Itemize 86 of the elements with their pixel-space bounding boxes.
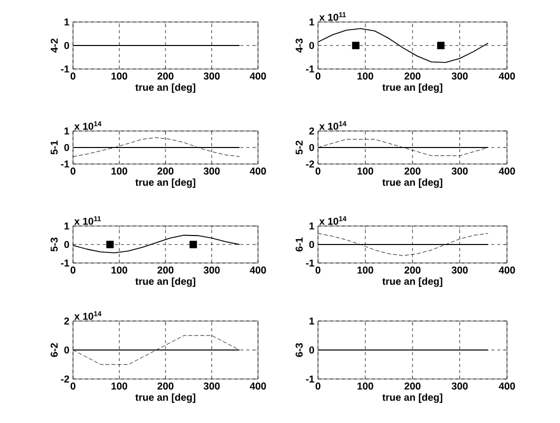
- y-tick-label: 0: [309, 42, 314, 50]
- x-axis-title: true an [deg]: [135, 83, 196, 93]
- x-tick-label: 0: [316, 266, 320, 274]
- text: x 10$^{14}$: [74, 311, 102, 320]
- y-tick-label: -2: [306, 160, 314, 168]
- x-axis-title: true an [deg]: [135, 178, 196, 188]
- y-tick-label: -1: [306, 376, 314, 382]
- y-tick-label: -1: [60, 260, 70, 266]
- x-axis-title: true an [deg]: [382, 393, 442, 403]
- y-tick-label: 1: [64, 128, 70, 134]
- y-tick-label: 0: [309, 240, 314, 248]
- text: x 10$^{11}$: [74, 216, 101, 225]
- text: x 10$^{14}$: [319, 121, 346, 130]
- x-tick-label: 400: [498, 266, 515, 274]
- x-axis-title: true an [deg]: [135, 393, 196, 403]
- x-tick-label: 200: [404, 72, 420, 80]
- y-tick-label: 0: [64, 42, 70, 50]
- x-tick-label: 100: [112, 168, 128, 175]
- y-tick-label: 0: [309, 144, 314, 152]
- x-tick-label: 100: [112, 266, 128, 274]
- y-axis-title: 6-1: [296, 238, 303, 252]
- y-tick-label: 0: [64, 346, 70, 354]
- x-tick-label: 300: [452, 168, 468, 175]
- x-tick-label: 200: [158, 266, 174, 274]
- x-tick-label: 400: [250, 72, 266, 80]
- y-axis-title: 5-3: [50, 238, 58, 252]
- y-tick-label: 1: [310, 18, 314, 26]
- x-tick-label: 300: [204, 72, 220, 80]
- x-tick-label: 300: [204, 382, 220, 390]
- x-tick-label: 0: [70, 168, 76, 175]
- x-axis-title: true an [deg]: [135, 277, 196, 287]
- y-tick-label: -1: [60, 160, 70, 168]
- x-tick-label: 300: [452, 72, 468, 80]
- y-axis-title: 4-2: [50, 38, 58, 53]
- x-tick-label: 100: [358, 72, 374, 80]
- x-tick-label: 100: [358, 168, 374, 175]
- text: x 10$^{14}$: [319, 216, 346, 225]
- y-tick-label: 0: [64, 144, 70, 152]
- y-tick-label: -1: [306, 260, 314, 266]
- y-tick-label: 1: [310, 222, 314, 230]
- x-tick-label: 200: [158, 382, 174, 390]
- x-tick-label: 300: [452, 266, 468, 274]
- x-tick-label: 400: [250, 168, 266, 175]
- x-tick-label: 200: [158, 168, 174, 175]
- x-tick-label: 400: [250, 382, 266, 390]
- y-tick-label: 2: [64, 318, 70, 324]
- x-tick-label: 300: [204, 168, 220, 175]
- y-tick-label: 1: [310, 318, 314, 324]
- x-tick-label: 100: [112, 382, 128, 390]
- x-tick-label: 0: [316, 168, 320, 175]
- x-tick-label: 0: [316, 382, 320, 390]
- text: x 10$^{14}$: [74, 121, 102, 130]
- x-tick-label: 200: [404, 382, 420, 390]
- x-axis-title: true an [deg]: [382, 178, 442, 188]
- x-tick-label: 400: [250, 266, 266, 274]
- x-tick-label: 0: [70, 382, 76, 390]
- x-tick-label: 200: [404, 266, 420, 274]
- x-tick-label: 400: [498, 72, 515, 80]
- y-tick-label: 0: [309, 346, 314, 354]
- x-tick-label: 100: [112, 72, 128, 80]
- x-tick-label: 100: [358, 382, 374, 390]
- text: x 10$^{11}$: [319, 12, 346, 21]
- x-tick-label: 400: [498, 168, 515, 175]
- y-axis-title: 6-2: [50, 343, 58, 357]
- y-axis-title: 6-3: [296, 343, 303, 357]
- y-axis-title: 4-3: [296, 38, 303, 53]
- y-tick-label: -1: [306, 66, 314, 72]
- y-tick-label: 0: [64, 240, 70, 248]
- x-tick-label: 0: [70, 266, 76, 274]
- y-axis-title: 5-1: [50, 140, 58, 154]
- x-tick-label: 200: [158, 72, 174, 80]
- x-tick-label: 300: [204, 266, 220, 274]
- y-tick-label: -2: [60, 376, 70, 382]
- x-tick-label: 100: [358, 266, 374, 274]
- y-tick-label: 2: [309, 128, 314, 134]
- y-axis-title: 5-2: [296, 140, 303, 154]
- x-axis-title: true an [deg]: [382, 83, 442, 93]
- y-tick-label: 1: [64, 18, 70, 26]
- x-axis-title: true an [deg]: [382, 277, 442, 287]
- x-tick-label: 300: [452, 382, 468, 390]
- x-tick-label: 0: [70, 72, 76, 80]
- x-tick-label: 200: [404, 168, 420, 175]
- y-tick-label: -1: [60, 66, 70, 72]
- y-tick-label: 1: [64, 222, 70, 230]
- x-tick-label: 400: [498, 382, 515, 390]
- x-tick-label: 0: [316, 72, 320, 80]
